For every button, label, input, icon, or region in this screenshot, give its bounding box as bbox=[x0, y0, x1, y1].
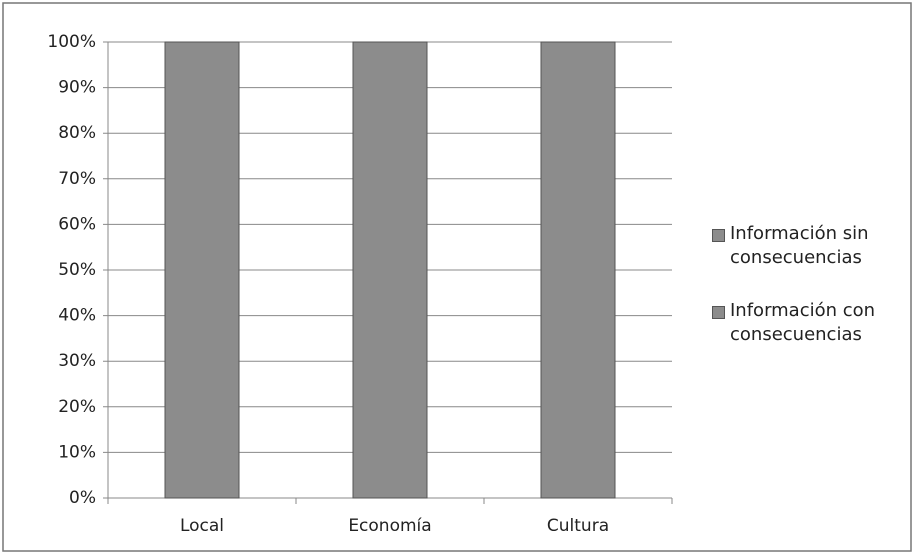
y-tick-label: 80% bbox=[58, 123, 96, 143]
bar-segment bbox=[352, 41, 428, 499]
legend-swatch bbox=[712, 306, 725, 319]
y-tick-label: 100% bbox=[47, 32, 96, 52]
x-tick-label: Cultura bbox=[547, 516, 609, 536]
y-tick-label: 90% bbox=[58, 78, 96, 98]
legend-label: Información sin consecuencias bbox=[730, 223, 869, 268]
y-tick-label: 30% bbox=[58, 351, 96, 371]
y-tick-label: 0% bbox=[69, 488, 96, 508]
legend-item: Información sin consecuencias bbox=[712, 222, 902, 270]
x-tick-label: Economía bbox=[348, 516, 431, 536]
y-tick-label: 40% bbox=[58, 306, 96, 326]
bar-segment bbox=[540, 41, 616, 499]
legend-label: Información con consecuencias bbox=[730, 300, 876, 345]
bar-segment bbox=[164, 41, 240, 499]
legend-swatch bbox=[712, 229, 725, 242]
x-tick-label: Local bbox=[180, 516, 224, 536]
y-tick-label: 50% bbox=[58, 260, 96, 280]
legend-item: Información con consecuencias bbox=[712, 299, 902, 347]
y-tick-label: 10% bbox=[58, 442, 96, 462]
y-tick-label: 60% bbox=[58, 214, 96, 234]
y-tick-label: 20% bbox=[58, 397, 96, 417]
y-tick-label: 70% bbox=[58, 169, 96, 189]
